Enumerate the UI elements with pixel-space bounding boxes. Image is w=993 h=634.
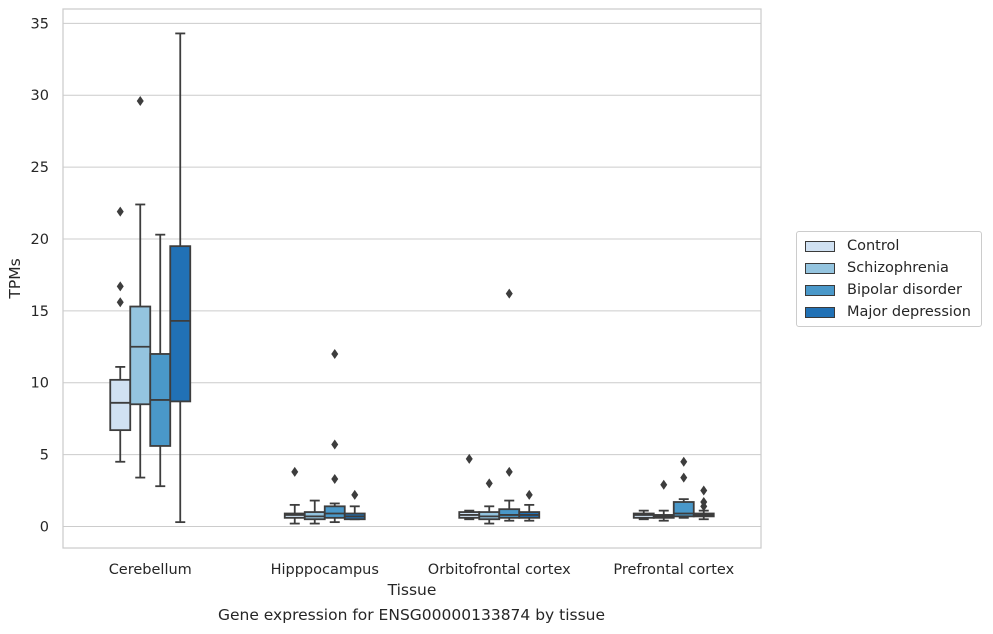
x-tick-label: Hipppocampus [271,562,379,578]
outlier-point-bipolar-disorder [680,456,688,467]
figure-caption: Gene expression for ENSG00000133874 by t… [217,606,606,624]
legend-swatch-bipolar-disorder [805,284,835,296]
y-tick-label: 15 [31,304,49,320]
outlier-point-bipolar-disorder [505,466,513,477]
legend-swatch-major-depression [805,306,835,318]
outlier-point-control [465,453,473,464]
outlier-point-bipolar-disorder [680,472,688,483]
legend-item-major-depression: Major depression [805,303,971,321]
legend-swatch-schizophrenia [805,262,835,274]
outlier-point-major-depression [700,485,708,496]
y-tick-label: 0 [40,519,49,535]
box-bipolar-disorder [323,505,346,519]
box-control [109,378,132,432]
y-tick-label: 10 [31,376,49,392]
x-tick-label: Cerebellum [109,562,192,578]
outlier-point-major-depression [351,489,359,500]
box-bipolar-disorder [498,508,521,519]
legend-item-bipolar-disorder: Bipolar disorder [805,281,962,299]
legend-item-control: Control [805,237,899,255]
y-tick-label: 30 [31,88,49,104]
outlier-point-control [116,206,124,217]
legend-label-schizophrenia: Schizophrenia [847,260,949,276]
y-tick-label: 5 [40,448,49,464]
outlier-point-schizophrenia [136,95,144,106]
box-schizophrenia [129,305,152,406]
outlier-point-bipolar-disorder [331,439,339,450]
y-tick-label: 35 [31,16,49,32]
y-tick-label: 20 [31,232,49,248]
x-tick-label: Prefrontal cortex [613,562,734,578]
outlier-point-bipolar-disorder [331,474,339,485]
outlier-point-bipolar-disorder [331,348,339,359]
y-tick-label: 25 [31,160,49,176]
legend-label-major-depression: Major depression [847,304,971,320]
outlier-point-schizophrenia [485,478,493,489]
outlier-point-schizophrenia [660,479,668,490]
legend: Control Schizophrenia Bipolar disorder M… [796,231,982,327]
outlier-point-major-depression [525,489,533,500]
outlier-point-control [116,281,124,292]
outlier-point-control [116,297,124,308]
legend-item-schizophrenia: Schizophrenia [805,259,949,277]
box-major-depression [169,245,192,403]
outlier-point-control [291,466,299,477]
plot-frame [62,8,762,549]
legend-swatch-control [805,240,835,252]
outlier-point-major-depression [700,497,708,508]
y-axis-label: TPMs [6,258,24,299]
x-tick-label: Orbitofrontal cortex [428,562,571,578]
legend-label-bipolar-disorder: Bipolar disorder [847,282,962,298]
outlier-point-bipolar-disorder [505,288,513,299]
legend-label-control: Control [847,238,900,254]
x-axis-label: Tissue [387,581,437,599]
